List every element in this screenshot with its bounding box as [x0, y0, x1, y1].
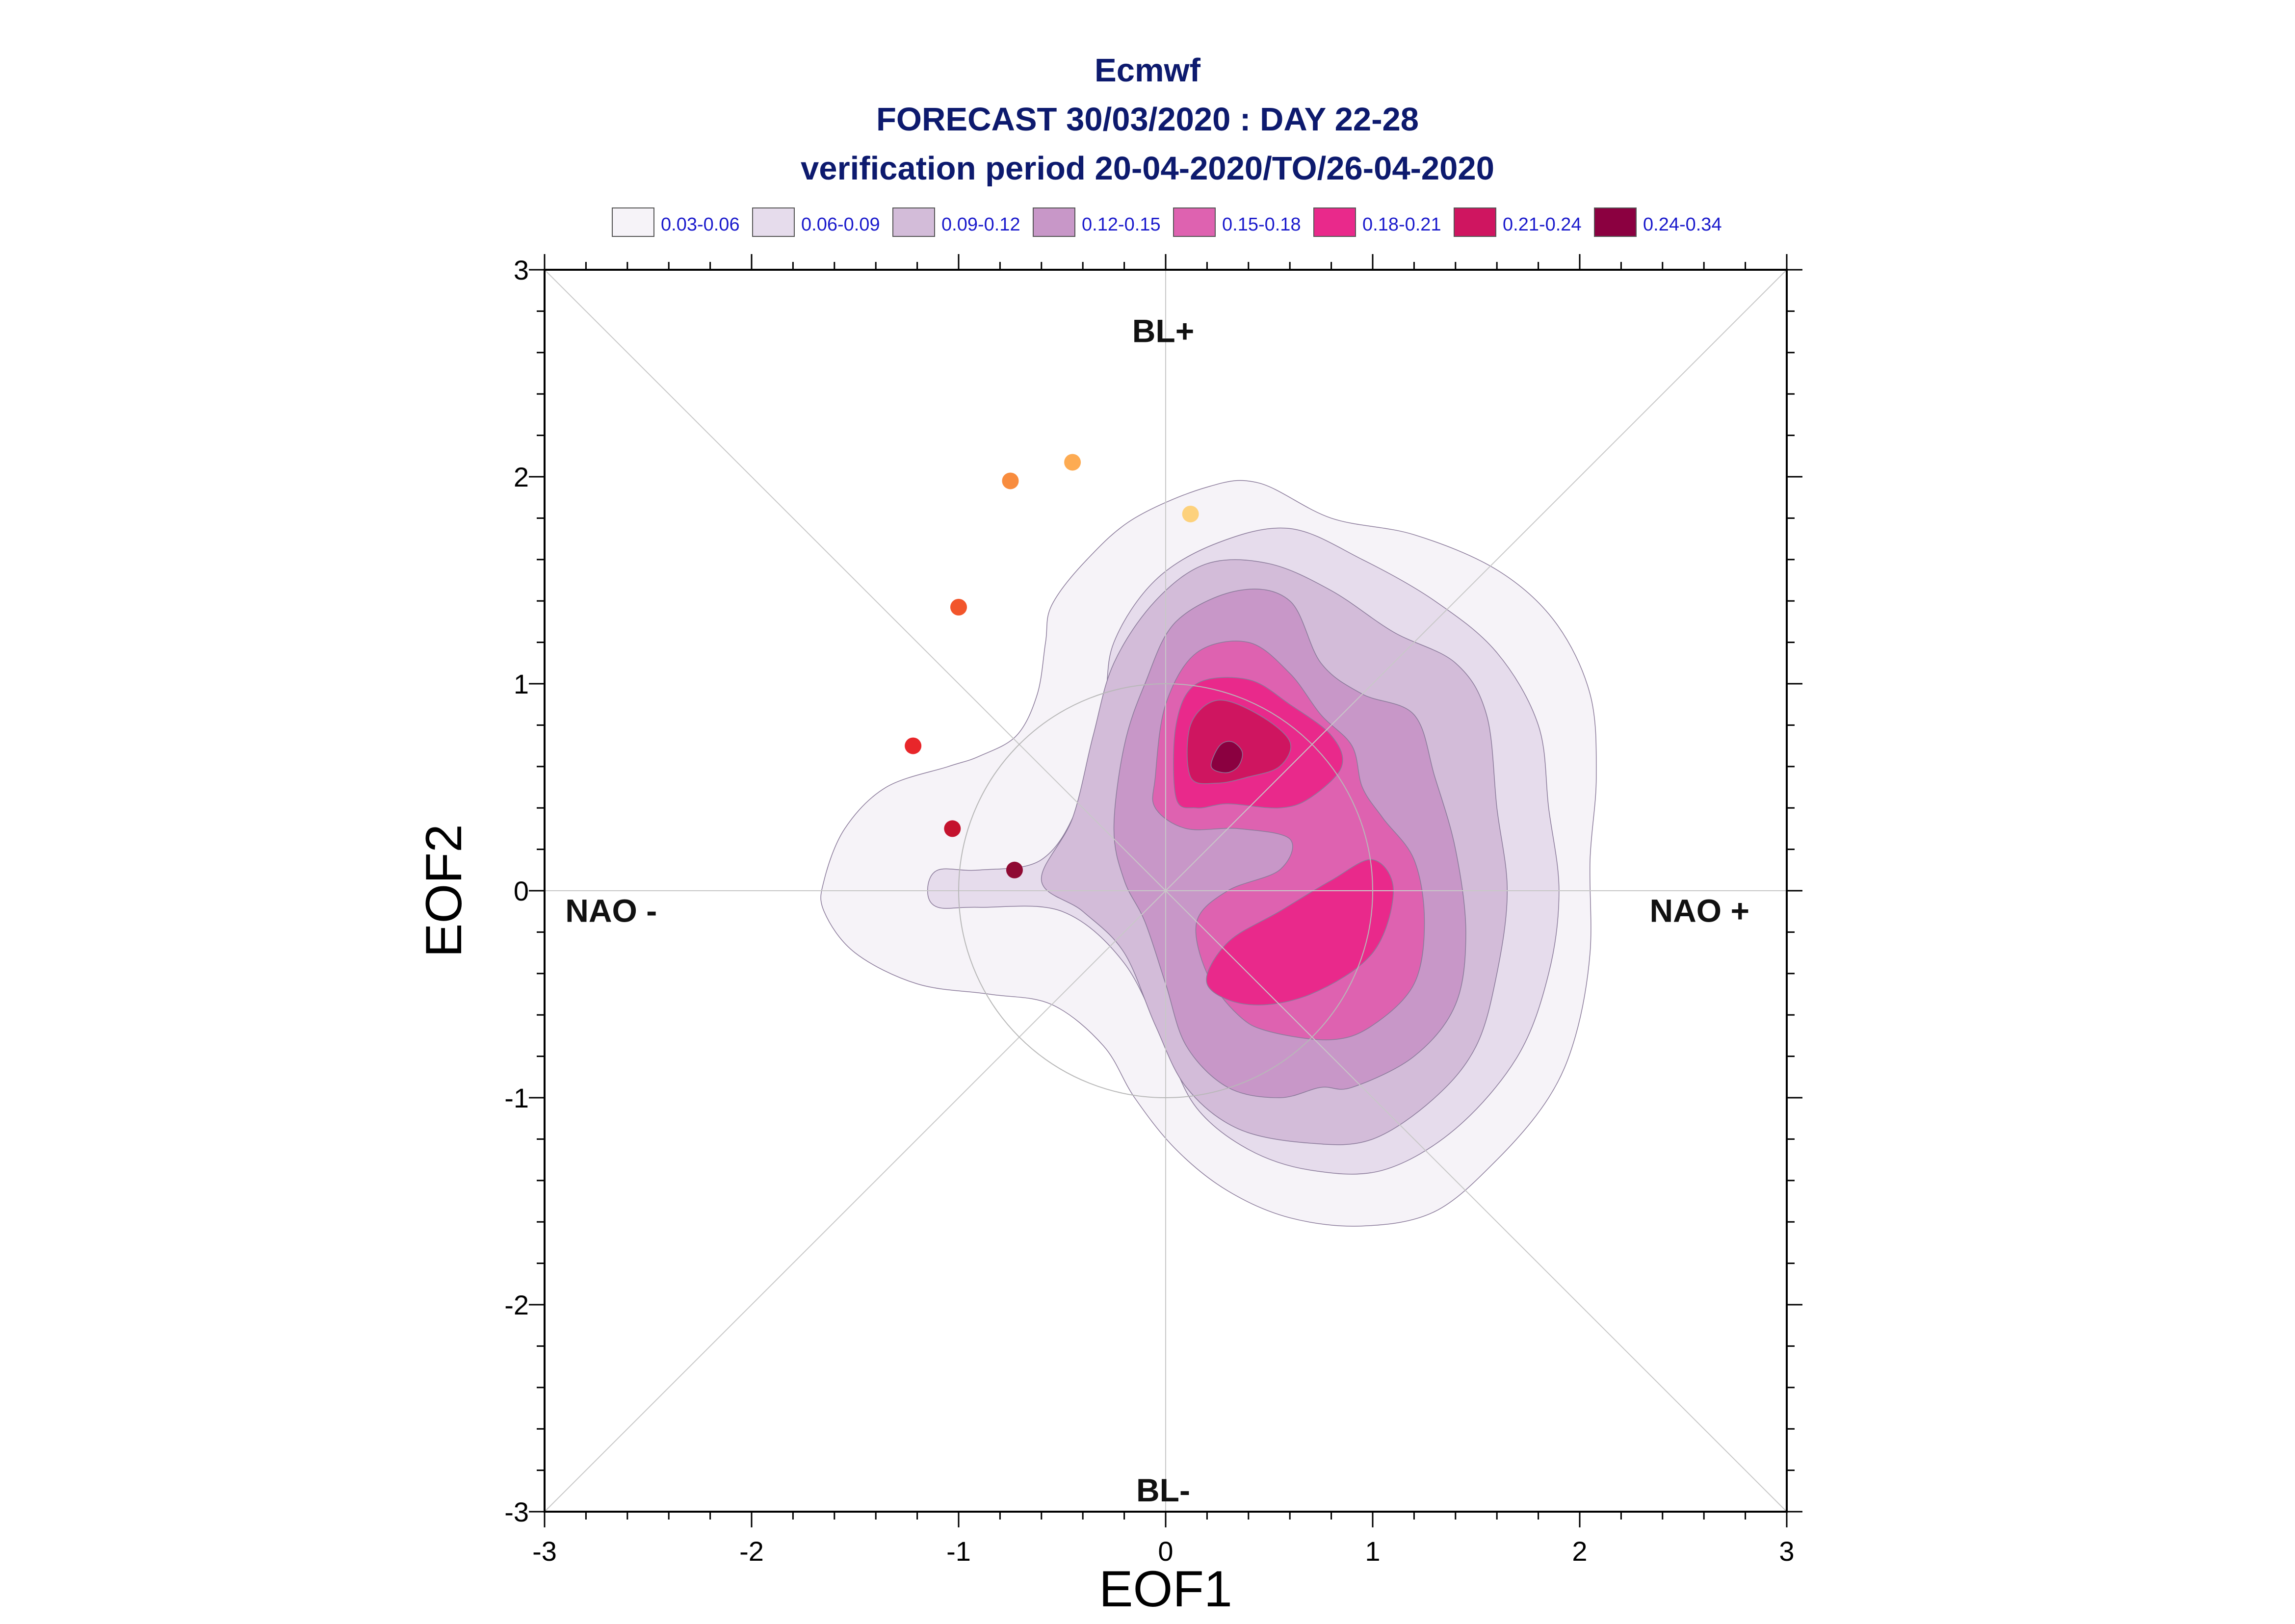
y-axis-label: EOF2: [416, 824, 472, 957]
legend-swatch: [1173, 207, 1216, 237]
chart-title-line-3: verification period 20-04-2020/TO/26-04-…: [801, 150, 1494, 187]
legend-label: 0.24-0.34: [1643, 214, 1722, 235]
x-axis-label: EOF1: [1099, 1561, 1232, 1618]
x-tick-label: 1: [1365, 1536, 1380, 1567]
trajectory-point: [1006, 861, 1023, 878]
trajectory-point: [1182, 505, 1199, 522]
x-tick-label: 0: [1158, 1536, 1173, 1567]
density-level: [1210, 741, 1243, 773]
regime-label-bl-minus: BL-: [1136, 1472, 1190, 1508]
y-tick-label: -2: [504, 1289, 529, 1320]
legend-swatch: [1033, 207, 1075, 237]
legend-label: 0.09-0.12: [941, 214, 1020, 235]
axes: -3 -2 -1 0 1 2 3 -3 -2 -1 0 1 2 3 EOF1 EOF2: [416, 254, 1802, 1618]
density-contours: [820, 480, 1597, 1227]
legend-swatch: [1454, 207, 1496, 237]
x-tick-label: 3: [1779, 1536, 1794, 1567]
y-tick-label: -1: [504, 1083, 529, 1113]
regime-label-nao-minus: NAO -: [565, 892, 657, 928]
legend-label: 0.06-0.09: [801, 214, 880, 235]
unit-circle: [958, 683, 1373, 1098]
legend-label: 0.18-0.21: [1362, 214, 1441, 235]
x-tick-label: -1: [946, 1536, 971, 1567]
x-tick-label: -2: [739, 1536, 764, 1567]
legend-swatch: [612, 207, 654, 237]
legend-label: 0.15-0.18: [1222, 214, 1301, 235]
trajectory-point: [905, 737, 922, 754]
legend-swatch: [752, 207, 795, 237]
trajectory-points: [905, 454, 1199, 878]
legend-label: 0.03-0.06: [661, 214, 740, 235]
y-tick-label: 0: [514, 876, 529, 906]
x-tick-label: -3: [532, 1536, 557, 1567]
legend-swatch: [1594, 207, 1637, 237]
legend-swatch: [892, 207, 935, 237]
trajectory-point: [1002, 472, 1019, 490]
legend-label: 0.12-0.15: [1082, 214, 1161, 235]
regime-labels: BL+ BL- NAO - NAO +: [565, 313, 1749, 1508]
x-tick-label: 2: [1572, 1536, 1587, 1567]
y-tick-label: 2: [514, 462, 529, 492]
y-tick-label: -3: [504, 1496, 529, 1527]
regime-label-bl-plus: BL+: [1132, 313, 1195, 349]
y-tick-label: 1: [514, 669, 529, 699]
chart-title-line-1: Ecmwf: [1095, 52, 1200, 89]
density-level: [1206, 859, 1394, 1005]
legend: 0.03-0.06 0.06-0.09 0.09-0.12 0.12-0.15 0.15…: [612, 207, 1722, 237]
regime-label-nao-plus: NAO +: [1649, 892, 1749, 928]
guide-lines: [544, 269, 1787, 1512]
trajectory-point: [1064, 454, 1081, 471]
y-tick-label: 3: [514, 255, 529, 285]
legend-label: 0.21-0.24: [1503, 214, 1582, 235]
trajectory-point: [944, 820, 961, 837]
trajectory-point: [950, 598, 967, 616]
legend-swatch: [1313, 207, 1356, 237]
chart-title-line-2: FORECAST 30/03/2020 : DAY 22-28: [876, 101, 1419, 138]
